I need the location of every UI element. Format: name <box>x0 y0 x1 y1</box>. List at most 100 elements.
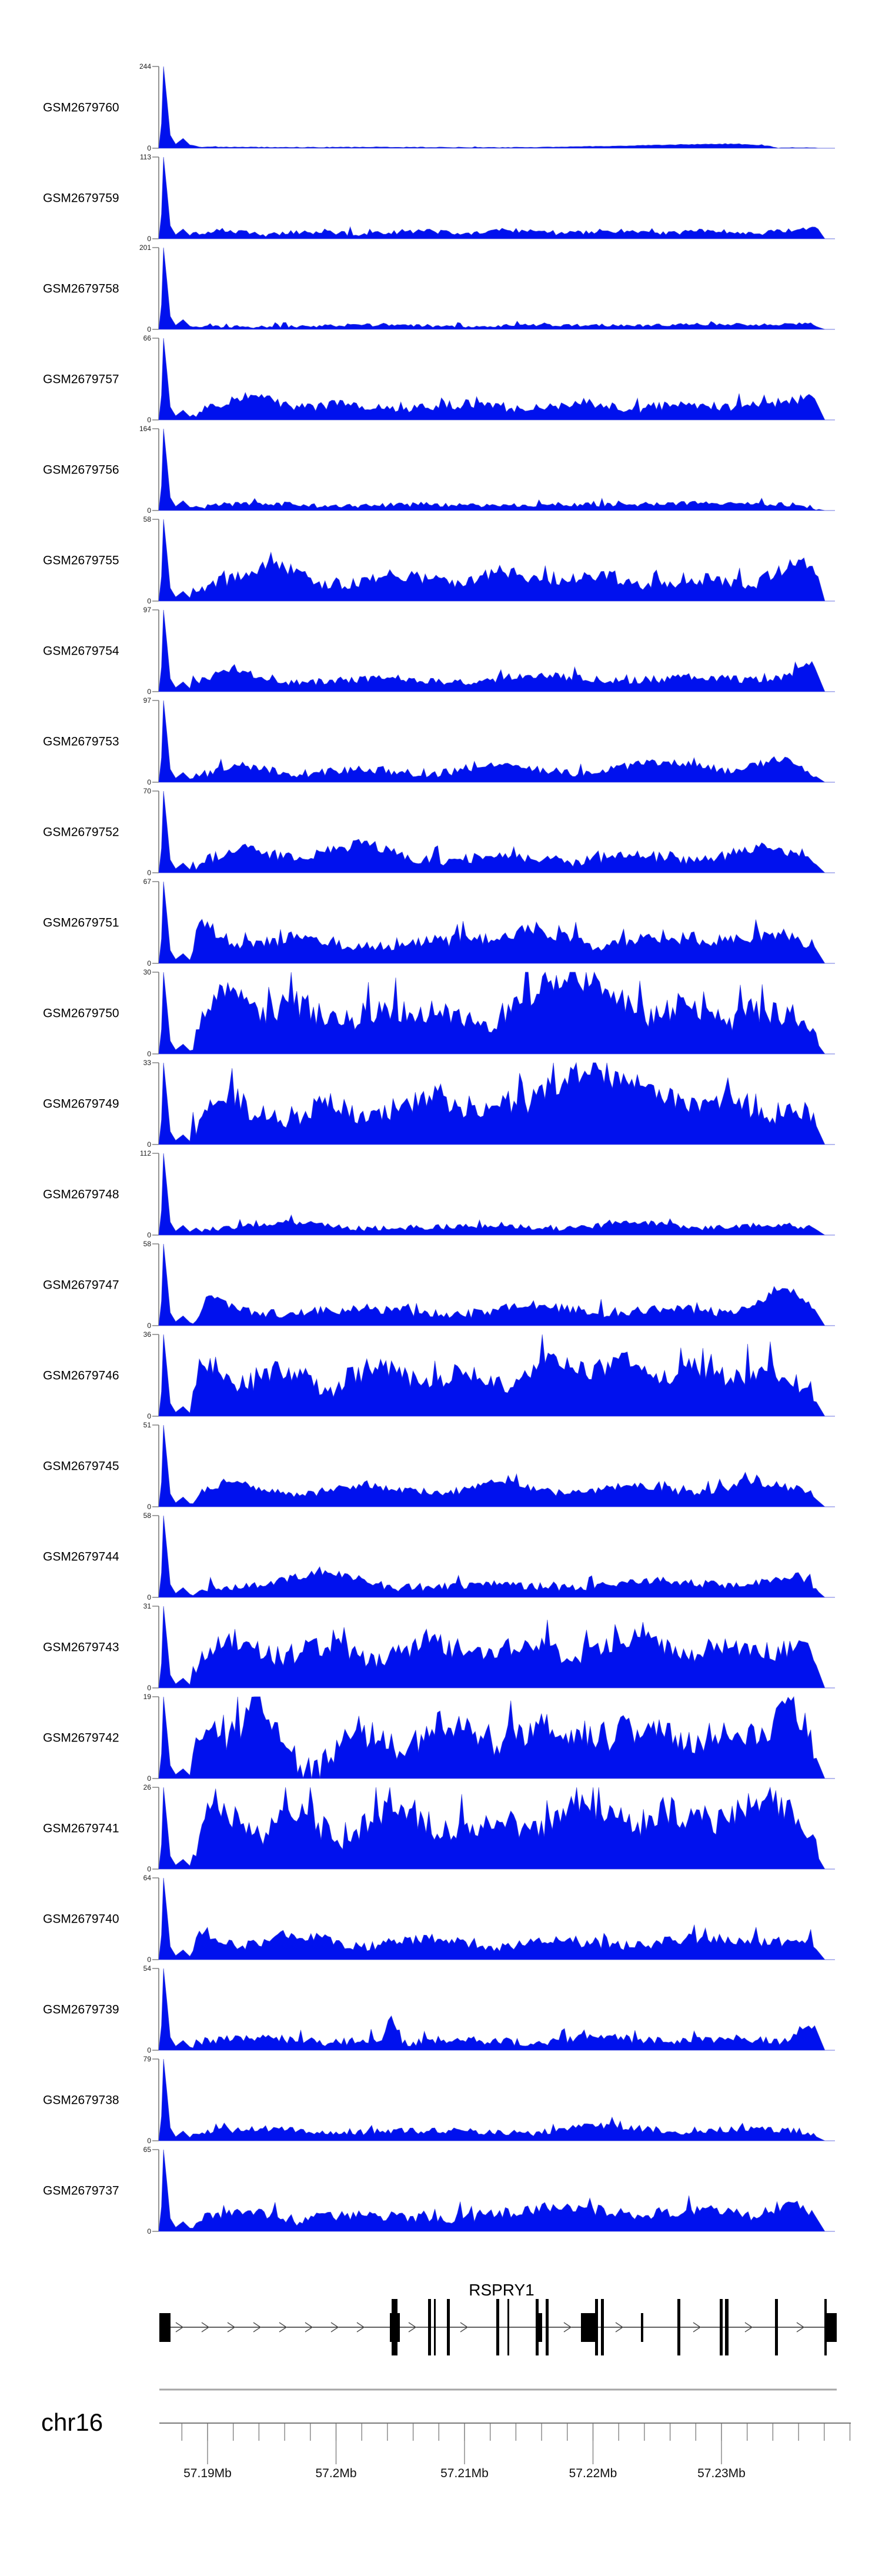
track-sample-label: GSM2679739 <box>43 2003 119 2017</box>
coverage-track: GSM2679755 58 0 <box>43 515 835 605</box>
track-zero-label: 0 <box>147 959 151 967</box>
track-sample-label: GSM2679741 <box>43 1822 119 1836</box>
track-zero-label: 0 <box>147 325 151 333</box>
track-ymax-label: 31 <box>143 1602 152 1610</box>
exon <box>496 2299 499 2355</box>
track-zero-label: 0 <box>147 506 151 515</box>
track-zero-label: 0 <box>147 2046 151 2054</box>
track-zero-label: 0 <box>147 688 151 696</box>
track-sample-label: GSM2679757 <box>43 373 119 386</box>
coverage-area <box>158 1334 835 1417</box>
exon <box>775 2299 778 2355</box>
coverage-area <box>158 1424 835 1507</box>
strand-arrow-icon <box>305 2322 313 2333</box>
coverage-area <box>158 881 835 964</box>
strand-arrow-icon <box>744 2322 753 2333</box>
track-zero-label: 0 <box>147 869 151 877</box>
track-ymax-label: 19 <box>143 1693 152 1701</box>
exon <box>447 2299 450 2355</box>
coverage-track: GSM2679739 54 0 <box>43 1964 835 2054</box>
coverage-track: GSM2679757 66 0 <box>43 334 835 424</box>
axis-tick-label: 57.2Mb <box>315 2467 356 2480</box>
track-ymax-label: 65 <box>143 2145 152 2154</box>
exon <box>536 2313 542 2342</box>
track-ymax-label: 30 <box>143 968 152 976</box>
exon <box>428 2299 431 2355</box>
strand-arrow-icon <box>615 2322 624 2333</box>
axis-tick-label: 57.23Mb <box>697 2467 746 2480</box>
coverage-area <box>158 2058 835 2141</box>
strand-arrow-icon <box>563 2322 572 2333</box>
coverage-area <box>158 790 835 873</box>
coverage-track: GSM2679760 244 0 <box>43 62 835 152</box>
exon <box>507 2299 509 2355</box>
track-sample-label: GSM2679738 <box>43 2094 119 2107</box>
track-zero-label: 0 <box>147 1231 151 1239</box>
track-zero-label: 0 <box>147 235 151 243</box>
coverage-track: GSM2679750 30 0 <box>43 968 835 1058</box>
coverage-track: GSM2679752 70 0 <box>43 787 835 877</box>
track-zero-label: 0 <box>147 1956 151 1964</box>
coverage-track: GSM2679747 58 0 <box>43 1240 835 1330</box>
coverage-area <box>158 609 835 692</box>
coverage-area <box>158 66 835 149</box>
axis-tick-label: 57.21Mb <box>440 2467 489 2480</box>
strand-arrow-icon <box>330 2322 339 2333</box>
track-zero-label: 0 <box>147 1140 151 1149</box>
track-ymax-label: 244 <box>139 62 151 71</box>
coverage-area <box>158 1062 835 1145</box>
track-zero-label: 0 <box>147 597 151 605</box>
coverage-area <box>158 519 835 602</box>
coverage-track: GSM2679751 67 0 <box>43 877 835 967</box>
track-ymax-label: 64 <box>143 1874 152 1882</box>
exon <box>595 2299 598 2355</box>
coverage-track: GSM2679753 97 0 <box>43 696 835 786</box>
track-ymax-label: 67 <box>143 877 152 886</box>
strand-arrow-icon <box>356 2322 365 2333</box>
track-sample-label: GSM2679746 <box>43 1369 119 1383</box>
track-zero-label: 0 <box>147 2227 151 2235</box>
coverage-area <box>158 1968 835 2051</box>
coverage-track: GSM2679746 36 0 <box>43 1330 835 1420</box>
track-ymax-label: 112 <box>140 1149 151 1157</box>
coverage-area <box>158 156 835 239</box>
track-sample-label: GSM2679740 <box>43 1913 119 1926</box>
exon <box>601 2299 604 2355</box>
track-ymax-label: 33 <box>143 1059 152 1067</box>
track-ymax-label: 97 <box>143 696 152 705</box>
strand-arrow-icon <box>408 2322 417 2333</box>
coverage-track: GSM2679745 51 0 <box>43 1421 835 1511</box>
coverage-area <box>158 971 835 1055</box>
exon <box>434 2299 436 2355</box>
strand-arrow-icon <box>796 2322 805 2333</box>
track-zero-label: 0 <box>147 1774 151 1783</box>
track-sample-label: GSM2679745 <box>43 1460 119 1473</box>
track-zero-label: 0 <box>147 144 151 152</box>
coverage-track: GSM2679743 31 0 <box>43 1602 835 1692</box>
track-sample-label: GSM2679744 <box>43 1550 119 1564</box>
track-sample-label: GSM2679743 <box>43 1641 119 1654</box>
track-sample-label: GSM2679752 <box>43 826 119 839</box>
track-sample-label: GSM2679759 <box>43 192 119 205</box>
track-sample-label: GSM2679753 <box>43 735 119 749</box>
axis-tick-label: 57.22Mb <box>569 2467 617 2480</box>
exon <box>720 2299 723 2355</box>
coverage-track: GSM2679744 58 0 <box>43 1511 835 1601</box>
gene-model <box>159 2299 837 2355</box>
strand-arrow-icon <box>460 2322 469 2333</box>
track-zero-label: 0 <box>147 416 151 424</box>
track-ymax-label: 58 <box>143 1240 152 1248</box>
strand-arrow-icon <box>227 2322 236 2333</box>
strand-arrow-icon <box>279 2322 288 2333</box>
coverage-track: GSM2679756 164 0 <box>43 425 835 515</box>
strand-arrow-icon <box>253 2322 262 2333</box>
track-ymax-label: 79 <box>143 2055 152 2063</box>
track-sample-label: GSM2679750 <box>43 1007 119 1020</box>
exon <box>392 2299 397 2355</box>
exon <box>824 2313 837 2342</box>
coverage-area <box>158 247 835 330</box>
axis-tick-label: 57.19Mb <box>183 2467 232 2480</box>
strand-arrow-icon <box>693 2322 701 2333</box>
coverage-area <box>158 700 835 783</box>
